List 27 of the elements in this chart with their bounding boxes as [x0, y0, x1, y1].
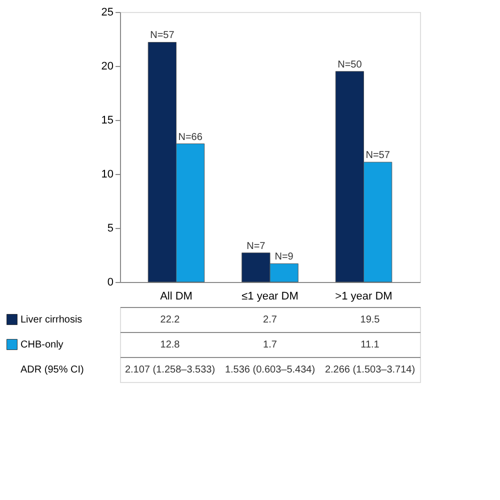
data-label: 12.8 — [160, 340, 180, 350]
data-label: 19.5 — [360, 314, 380, 326]
legend-label: Liver cirrhosis — [20, 314, 82, 326]
annotation: N=57 — [366, 150, 390, 162]
y-tick-label: 20 — [101, 60, 114, 72]
annotation: N=57 — [150, 30, 175, 42]
text: 2.107 (1.258–3.533) — [124, 364, 216, 376]
annotation: N=66 — [178, 132, 203, 143]
x-tick-label: ≤1 year DM — [242, 290, 298, 302]
text: 1.536 (0.603–5.434) — [224, 364, 316, 376]
y-tick-label: 5 — [107, 222, 114, 234]
annotation: N=9 — [274, 252, 294, 263]
x-tick-label: All DM — [160, 290, 192, 302]
y-tick-label: 10 — [101, 168, 114, 180]
data-label: 22.2 — [160, 314, 180, 326]
data-label: 11.1 — [360, 340, 380, 350]
legend-label: CHB-only — [20, 340, 64, 350]
x-tick-label: >1 year DM — [335, 290, 392, 302]
y-tick-label: 15 — [101, 114, 114, 126]
annotation: N=50 — [338, 59, 362, 70]
text: ADR (95% CI) — [20, 364, 84, 376]
data-label: 2.7 — [263, 314, 278, 326]
data-label: 1.7 — [263, 340, 278, 350]
text: 2.266 (1.503–3.714) — [324, 364, 416, 376]
y-tick-label: 0 — [107, 276, 114, 288]
y-tick-label: 25 — [101, 6, 114, 18]
annotation: N=7 — [246, 240, 266, 252]
